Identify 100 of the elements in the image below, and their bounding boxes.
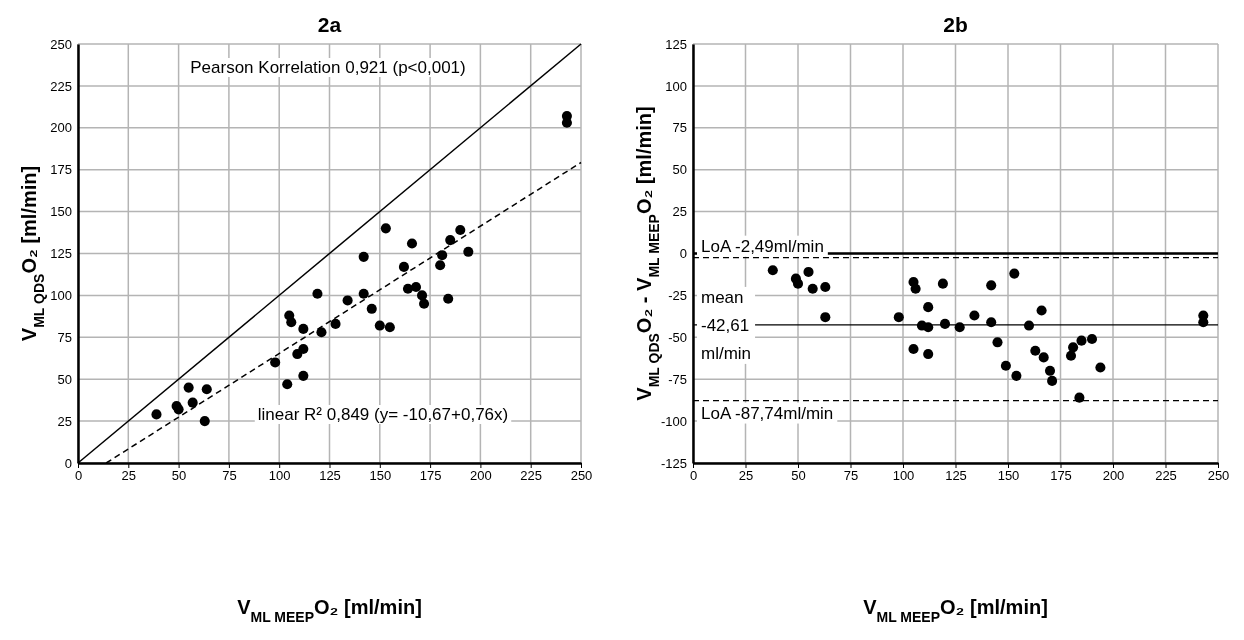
point: [923, 302, 934, 313]
y-tick-label: -125: [660, 455, 687, 471]
point: [380, 223, 391, 234]
y-tick-label: 125: [665, 36, 687, 52]
point: [986, 280, 997, 291]
point: [282, 379, 293, 390]
point: [358, 288, 369, 299]
point: [1023, 320, 1035, 331]
y-tick-label: 50: [672, 162, 687, 178]
y-tick-label: 125: [50, 246, 72, 262]
point: [1076, 335, 1087, 346]
point: [820, 281, 831, 293]
x-tick-label: 50: [171, 468, 187, 484]
y-tick-label: 25: [672, 204, 687, 220]
ref-line-label: mean -42,61 ml/min: [701, 287, 752, 363]
point: [1068, 342, 1079, 353]
point: [298, 370, 309, 381]
x-axis-title: V$_{ML MEEP}$O₂ [ml/min]: [237, 596, 422, 625]
x-tick-label: 175: [419, 468, 442, 484]
y-tick-label: -50: [668, 329, 687, 345]
point: [1000, 360, 1011, 371]
point: [937, 278, 948, 289]
x-tick-label: 125: [945, 468, 967, 484]
x-tick-label: 50: [791, 468, 806, 484]
y-tick-label: 75: [672, 120, 687, 136]
point: [437, 250, 448, 261]
annotation: linear R² 0,849 (y= -10,67+0,76x): [257, 405, 509, 424]
point: [992, 337, 1003, 348]
point: [803, 266, 814, 277]
point: [923, 322, 934, 333]
y-tick-label: -100: [660, 413, 687, 429]
point: [187, 397, 198, 408]
x-axis-title: V$_{ML MEEP}$O₂ [ml/min]: [863, 596, 1048, 625]
x-tick-label: 200: [1102, 468, 1125, 484]
point: [330, 318, 341, 329]
chart-title: 2a: [317, 13, 342, 36]
point: [366, 303, 377, 314]
point: [792, 278, 804, 289]
point: [316, 327, 327, 338]
point: [1009, 268, 1020, 279]
y-tick-label: 25: [57, 413, 72, 429]
x-tick-label: 25: [738, 468, 754, 484]
y-tick-label: 150: [50, 204, 72, 220]
x-tick-label: 225: [1155, 468, 1177, 484]
point: [151, 409, 162, 420]
x-tick-label: 75: [222, 468, 237, 484]
y-tick-label: 100: [665, 78, 687, 94]
x-tick-label: 150: [369, 468, 392, 484]
point: [767, 265, 778, 276]
point: [286, 317, 297, 328]
point: [183, 382, 194, 393]
point: [417, 290, 428, 301]
x-tick-label: 0: [74, 468, 83, 484]
point: [1086, 333, 1098, 345]
y-tick-label: -25: [668, 288, 687, 304]
x-tick-label: 250: [1207, 468, 1230, 484]
x-tick-label: 225: [520, 468, 543, 484]
y-tick-label: 0: [679, 246, 687, 262]
ref-line-label: LoA -2,49ml/min: [701, 236, 824, 256]
x-tick-label: 200: [470, 468, 492, 484]
y-tick-label: 0: [64, 455, 72, 471]
point: [954, 322, 965, 333]
point: [1065, 350, 1077, 361]
point: [1038, 352, 1049, 363]
y-tick-label: 75: [57, 329, 72, 345]
point: [463, 246, 474, 257]
point: [986, 317, 997, 328]
point: [358, 251, 369, 262]
point: [201, 384, 212, 395]
y-tick-label: 200: [50, 120, 72, 136]
point: [443, 293, 454, 304]
point: [419, 298, 430, 309]
point: [807, 283, 818, 294]
point: [1044, 365, 1056, 376]
point: [893, 312, 904, 323]
point: [1036, 305, 1047, 316]
point: [398, 261, 409, 272]
point: [1047, 375, 1058, 386]
y-tick-label: -75: [668, 371, 687, 387]
point: [312, 288, 323, 299]
point: [455, 225, 466, 236]
point: [384, 322, 395, 333]
point: [199, 416, 210, 427]
x-tick-label: 100: [268, 468, 291, 484]
point: [270, 357, 281, 368]
x-tick-label: 150: [997, 468, 1020, 484]
x-tick-label: 100: [892, 468, 915, 484]
x-tick-label: 125: [319, 468, 341, 484]
y-tick-label: 250: [50, 36, 72, 52]
point: [969, 310, 980, 321]
point: [374, 320, 385, 331]
point: [298, 323, 309, 334]
x-tick-label: 75: [843, 468, 859, 484]
ref-line-label: LoA -87,74ml/min: [701, 403, 834, 423]
point: [342, 295, 353, 306]
point: [1074, 392, 1085, 403]
point: [908, 344, 919, 355]
x-tick-label: 25: [121, 468, 137, 484]
x-tick-label: 175: [1050, 468, 1072, 484]
chart-title: 2b: [943, 13, 968, 36]
